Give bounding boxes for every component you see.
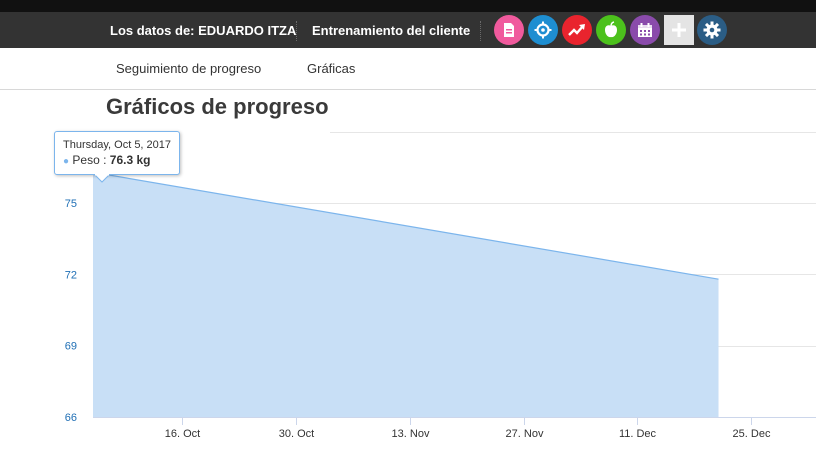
separator	[296, 21, 298, 41]
tab-charts[interactable]: Gráficas	[307, 61, 356, 76]
x-tick-label: 25. Dec	[733, 428, 771, 440]
top-edge	[0, 0, 816, 12]
x-tick-label: 16. Oct	[165, 428, 200, 440]
document-icon[interactable]	[494, 15, 524, 45]
separator	[480, 21, 482, 41]
tooltip-separator: :	[103, 153, 107, 167]
series-line	[92, 171, 719, 280]
trend-up-icon[interactable]	[562, 15, 592, 45]
y-tick-label: 66	[65, 412, 77, 424]
plus-icon[interactable]	[664, 15, 694, 45]
x-tick-label: 30. Oct	[279, 428, 314, 440]
series-area	[93, 172, 719, 417]
tooltip-value: 76.3 kg	[109, 153, 151, 167]
x-tick-label: 13. Nov	[392, 428, 430, 440]
calendar-icon[interactable]	[630, 15, 660, 45]
chart-tooltip: Thursday, Oct 5, 2017 ● Peso : 76.3 kg	[54, 131, 180, 175]
y-tick-label: 69	[65, 341, 77, 353]
tab-progress-tracking[interactable]: Seguimiento de progreso	[116, 61, 262, 76]
tooltip-row: ● Peso : 76.3 kg	[63, 152, 179, 170]
top-bar: Los datos de: EDUARDO ITZA Entrenamiento…	[0, 12, 816, 48]
tooltip-pointer	[94, 174, 110, 183]
x-tick-label: 27. Nov	[506, 428, 544, 440]
y-tick-label: 72	[65, 269, 77, 281]
x-tick-label: 11. Dec	[619, 428, 657, 440]
target-icon[interactable]	[528, 15, 558, 45]
client-name-label: Los datos de: EDUARDO ITZA	[110, 23, 297, 38]
gear-icon[interactable]	[697, 15, 727, 45]
tooltip-date: Thursday, Oct 5, 2017	[63, 139, 172, 151]
tooltip-series-name: Peso	[72, 153, 100, 167]
y-tick-label: 75	[65, 198, 77, 210]
series-dot-icon: ●	[63, 156, 70, 167]
client-training-link[interactable]: Entrenamiento del cliente	[312, 23, 471, 38]
page-title: Gráficos de progreso	[106, 94, 329, 119]
sub-navigation: Seguimiento de progreso Gráficas	[0, 48, 816, 90]
apple-icon[interactable]	[596, 15, 626, 45]
